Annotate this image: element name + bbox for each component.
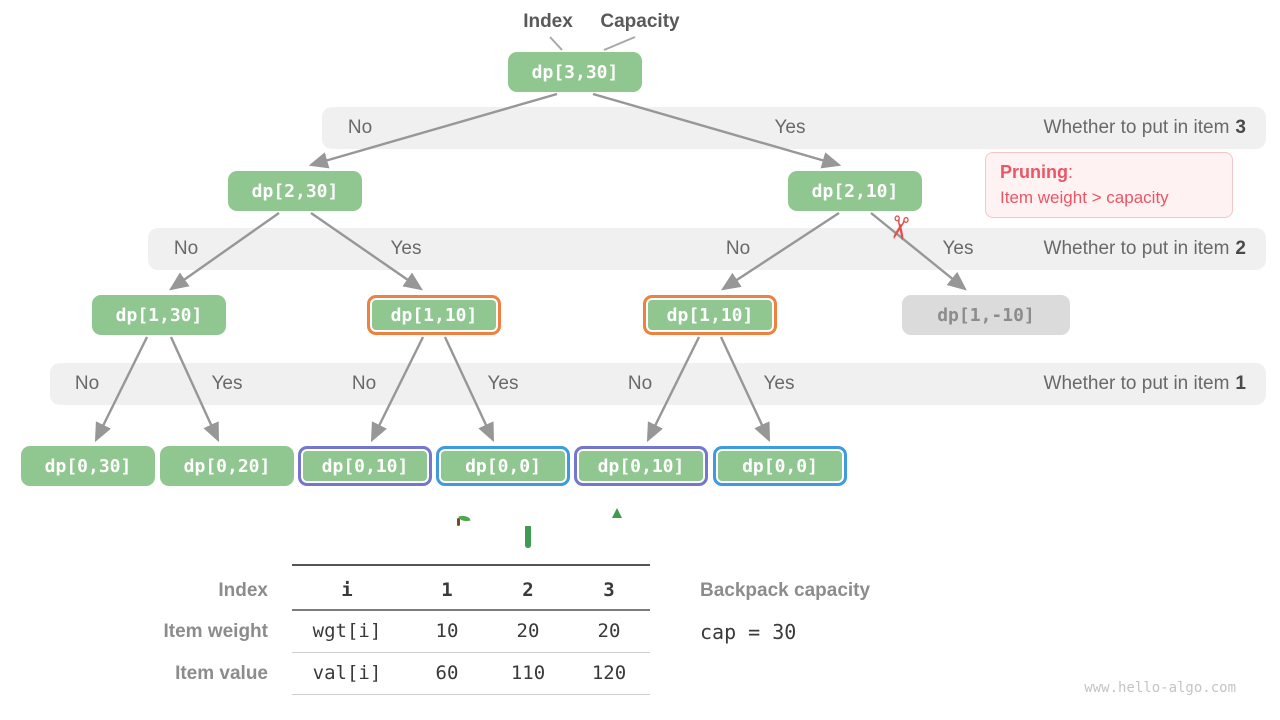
branch-label-no: No (347, 117, 373, 138)
band-question-item-number: 2 (1235, 238, 1246, 259)
pruning-callout: Pruning: Item weight > capacity (985, 152, 1233, 218)
band-question-item-number: 1 (1235, 373, 1246, 394)
table-rule-row (292, 652, 650, 653)
table-row-label-index: Index (218, 580, 268, 601)
branch-label-yes: Yes (774, 117, 806, 138)
branch-label-no: No (725, 238, 751, 259)
backpack-capacity-label: Backpack capacity (700, 580, 871, 601)
scissors-icon: ✂ (878, 211, 921, 245)
table-row-label-weight: Item weight (163, 621, 268, 642)
backpack-capacity-value: cap = 30 (700, 620, 797, 644)
band-question-item-2: Whether to put in item 2 (1044, 238, 1246, 260)
table-cell-var: wgt[i] (312, 620, 382, 642)
index-column-label: Index (523, 11, 573, 32)
tree-node-dp-0-10-highlighted: dp[0,10] (298, 446, 432, 486)
decision-band-item-2: No Yes No Yes Whether to put in item 2 (148, 228, 1266, 270)
table-cell: 2 (522, 579, 534, 601)
table-cell: 1 (441, 579, 453, 601)
tree-node-dp-0-0-highlighted: dp[0,0] (713, 446, 847, 486)
branch-label-no: No (627, 373, 653, 394)
table-row-label-value: Item value (175, 663, 268, 684)
branch-label-no: No (74, 373, 100, 394)
branch-label-yes: Yes (942, 238, 974, 259)
band-question-item-3: Whether to put in item 3 (1044, 117, 1246, 139)
table-cell: 60 (435, 662, 459, 684)
table-cell: 120 (591, 662, 627, 684)
pruning-title: Pruning: (1000, 162, 1218, 183)
tree-node-dp-0-10-highlighted: dp[0,10] (574, 446, 708, 486)
branch-label-yes: Yes (211, 373, 243, 394)
watermark: www.hello-algo.com (1084, 680, 1236, 696)
table-cell-var: val[i] (312, 662, 382, 684)
tree-node-dp-2-30: dp[2,30] (228, 171, 362, 211)
band-question-item-1: Whether to put in item 1 (1044, 373, 1246, 395)
tree-node-dp-1-neg10-pruned: dp[1,-10] (902, 295, 1070, 335)
pruning-colon: : (1068, 162, 1074, 182)
table-cell: 10 (435, 620, 459, 642)
label-pointer-line (549, 36, 563, 51)
branch-label-yes: Yes (763, 373, 795, 394)
tree-node-dp-2-10: dp[2,10] (788, 171, 922, 211)
branch-label-yes: Yes (487, 373, 519, 394)
table-rule-header (292, 609, 650, 611)
pruning-text: Item weight > capacity (1000, 188, 1169, 207)
table-cell: 20 (516, 620, 540, 642)
table-rule-bottom (292, 694, 650, 695)
table-cell: 20 (597, 620, 621, 642)
branch-label-no: No (173, 238, 199, 259)
label-pointer-line (603, 36, 636, 51)
decision-band-item-3: No Yes Whether to put in item 3 (322, 107, 1266, 149)
tree-node-dp-1-10-highlighted: dp[1,10] (367, 295, 501, 335)
tree-node-dp-1-30: dp[1,30] (92, 295, 226, 335)
tree-node-dp-0-30: dp[0,30] (21, 446, 155, 486)
branch-label-yes: Yes (390, 238, 422, 259)
watermelon-icon (525, 526, 531, 548)
band-question-text: Whether to put in item (1043, 117, 1230, 138)
table-rule-top (292, 564, 650, 566)
table-cell-var: i (341, 579, 353, 601)
decision-band-item-1: No Yes No Yes No Yes Whether to put in i… (50, 363, 1266, 405)
branch-label-no: No (351, 373, 377, 394)
tree-node-dp-0-0-highlighted: dp[0,0] (436, 446, 570, 486)
tree-node-dp-1-10-highlighted: dp[1,10] (643, 295, 777, 335)
band-question-item-number: 3 (1235, 117, 1246, 138)
capacity-column-label: Capacity (600, 11, 680, 32)
tree-node-dp-3-30: dp[3,30] (508, 52, 642, 92)
band-question-text: Whether to put in item (1043, 373, 1230, 394)
table-cell: 110 (510, 662, 546, 684)
band-question-text: Whether to put in item (1043, 238, 1230, 259)
tree-node-dp-0-20: dp[0,20] (160, 446, 294, 486)
pruning-title-word: Pruning (1000, 162, 1068, 182)
table-cell: 3 (603, 579, 615, 601)
